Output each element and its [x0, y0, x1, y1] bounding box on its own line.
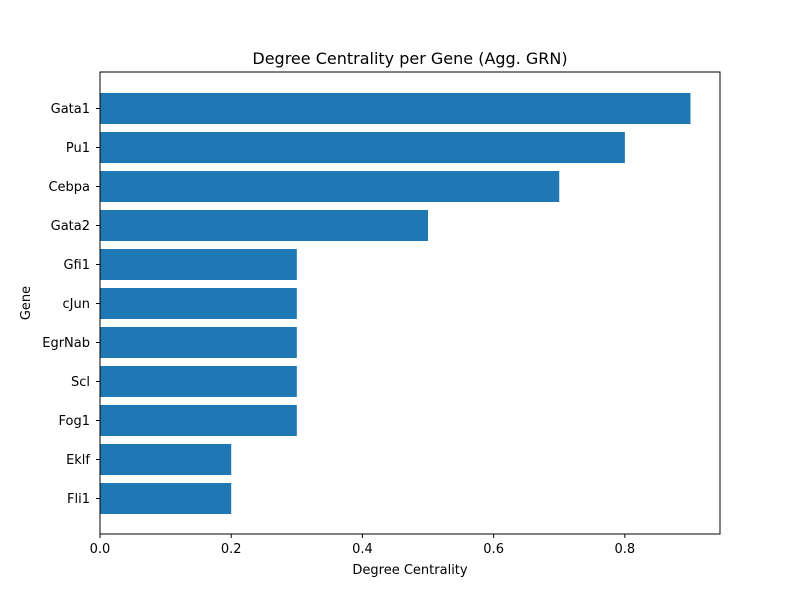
x-tick-label: 0.8: [615, 542, 636, 557]
bar-cjun: [100, 288, 297, 319]
bars-layer: [100, 93, 691, 514]
x-axis-label: Degree Centrality: [352, 563, 467, 578]
bar-gata2: [100, 210, 429, 241]
x-axis: 0.0 0.2 0.4 0.6 0.8: [90, 534, 636, 557]
y-axis: Gata1 Pu1 Cebpa Gata2 Gfi1 cJun EgrNab Scl Fog1 E…: [42, 102, 100, 507]
y-tick-label: Eklf: [66, 453, 90, 468]
bar-fli1: [100, 483, 232, 514]
bar-pu1: [100, 132, 625, 163]
bar-egrnab: [100, 327, 297, 358]
bar-gfi1: [100, 249, 297, 280]
bar-scl: [100, 366, 297, 397]
y-tick-label: Cebpa: [48, 180, 90, 195]
y-tick-label: Fog1: [59, 414, 91, 429]
y-tick-label: EgrNab: [42, 336, 90, 351]
y-tick-label: Gfi1: [63, 258, 90, 273]
y-tick-label: Gata1: [51, 102, 90, 117]
x-tick-label: 0.2: [221, 542, 242, 557]
y-tick-label: cJun: [63, 297, 90, 312]
chart-title: Degree Centrality per Gene (Agg. GRN): [252, 49, 567, 68]
y-tick-label: Fli1: [67, 492, 90, 507]
y-tick-label: Pu1: [66, 141, 90, 156]
x-tick-label: 0.6: [483, 542, 504, 557]
bar-gata1: [100, 93, 691, 124]
x-tick-label: 0.0: [90, 542, 111, 557]
x-tick-label: 0.4: [352, 542, 373, 557]
bar-cebpa: [100, 171, 560, 202]
bar-fog1: [100, 405, 297, 436]
y-tick-label: Scl: [71, 375, 90, 390]
y-tick-label: Gata2: [51, 219, 90, 234]
plot-frame: [99, 71, 721, 535]
bar-eklf: [100, 444, 232, 475]
y-axis-label: Gene: [19, 286, 34, 320]
